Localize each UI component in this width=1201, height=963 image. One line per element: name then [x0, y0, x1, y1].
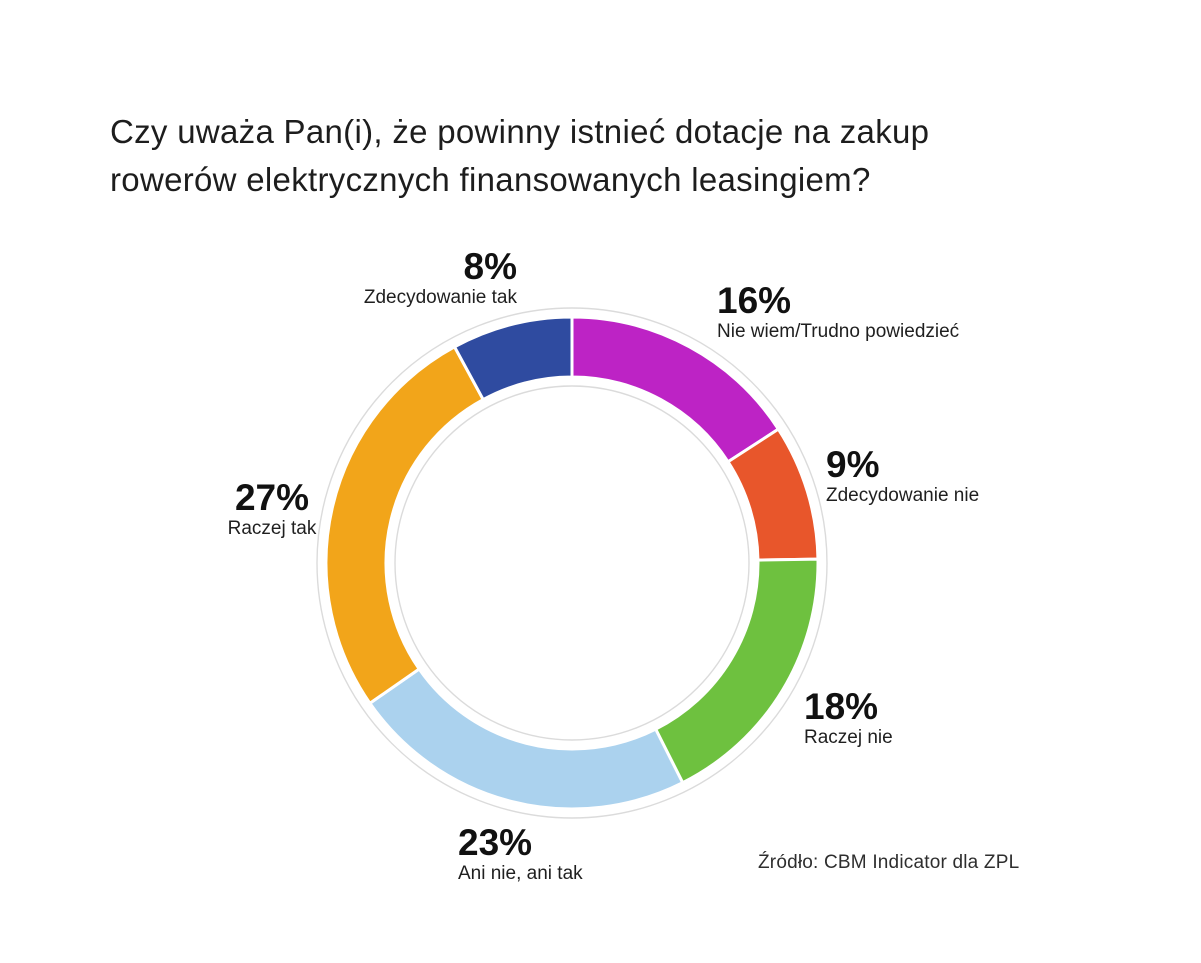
donut-segment-zdecydowanie-tak	[452, 315, 574, 402]
donut-outline-inner	[394, 385, 750, 741]
percent-value: 8%	[463, 246, 517, 287]
percent-value: 9%	[826, 444, 880, 485]
segment-label: Ani nie, ani tak	[458, 863, 583, 884]
callout-zdecydowanie-tak: 8% Zdecydowanie tak	[364, 248, 517, 309]
segment-label: Raczej nie	[804, 727, 893, 748]
chart-title: Czy uważa Pan(i), że powinny istnieć dot…	[110, 113, 930, 198]
segment-label: Nie wiem/Trudno powiedzieć	[717, 321, 960, 342]
callout-ani-nie-ani-tak: 23% Ani nie, ani tak	[458, 824, 583, 885]
callout-raczej-nie: 18% Raczej nie	[804, 688, 893, 749]
callout-raczej-tak: 27% Raczej tak	[207, 479, 337, 540]
donut-segment-ani-nie-ani-tak	[367, 666, 685, 811]
source-note: Źródło: CBM Indicator dla ZPL	[758, 852, 1020, 873]
percent-value: 23%	[458, 822, 533, 863]
callout-zdecydowanie-nie: 9% Zdecydowanie nie	[826, 446, 979, 507]
donut-segment-raczej-nie	[653, 557, 820, 785]
percent-value: 27%	[234, 477, 310, 518]
segment-label: Zdecydowanie nie	[826, 485, 980, 506]
segment-label: Zdecydowanie tak	[363, 287, 517, 308]
callout-nie-wiem: 16% Nie wiem/Trudno powiedzieć	[717, 282, 959, 343]
segment-label: Raczej tak	[227, 518, 317, 539]
percent-value: 18%	[804, 686, 879, 727]
donut-chart-svg	[316, 307, 828, 819]
donut-chart	[312, 303, 832, 823]
percent-value: 16%	[717, 280, 792, 321]
donut-outline-outer	[316, 307, 828, 819]
donut-segment-raczej-tak	[324, 344, 486, 706]
